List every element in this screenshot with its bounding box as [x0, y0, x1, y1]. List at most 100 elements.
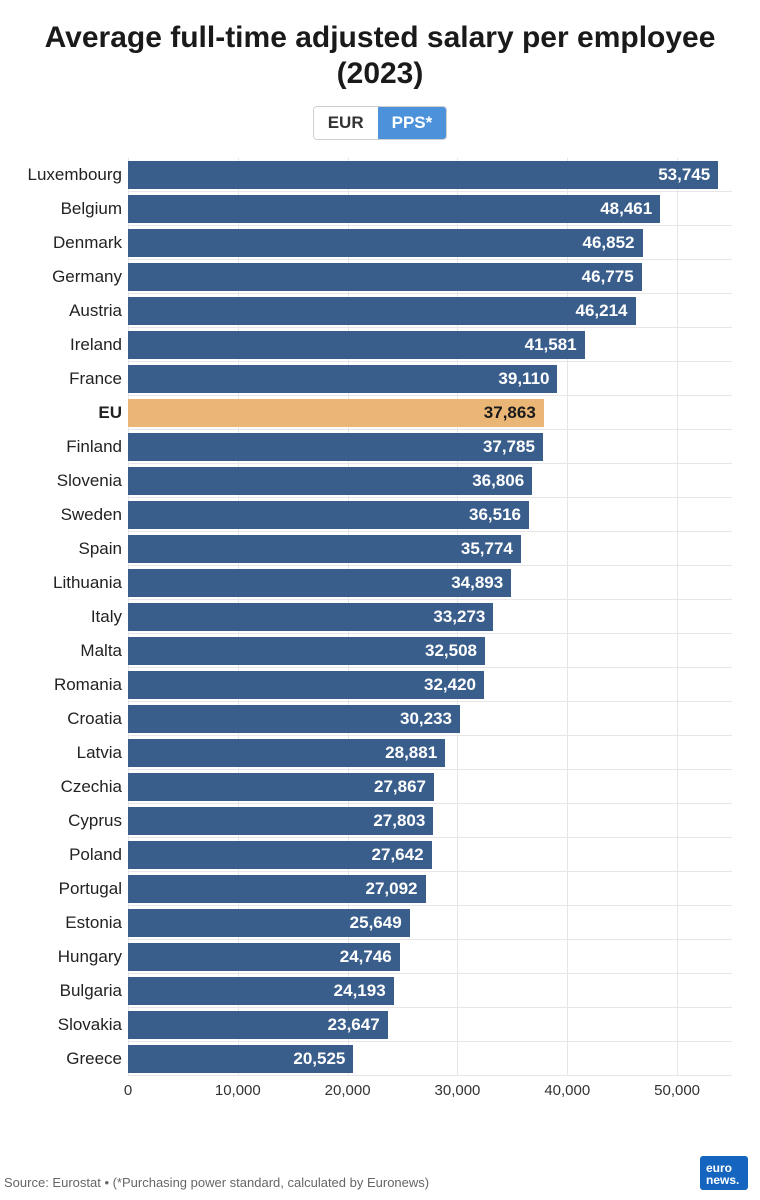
- x-tick: 30,000: [435, 1082, 481, 1099]
- bar: 39,110: [128, 365, 557, 393]
- bar: 36,516: [128, 501, 529, 529]
- bar-value: 37,863: [484, 403, 536, 423]
- bar-value: 30,233: [400, 709, 452, 729]
- bar-value: 27,642: [372, 845, 424, 865]
- country-label: Poland: [10, 838, 128, 872]
- bar-value: 27,092: [366, 879, 418, 899]
- bar-row: Denmark46,852: [10, 226, 732, 260]
- toggle-eur[interactable]: EUR: [314, 107, 378, 139]
- bar: 53,745: [128, 161, 718, 189]
- bar-value: 36,516: [469, 505, 521, 525]
- country-label: Portugal: [10, 872, 128, 906]
- bar-value: 20,525: [293, 1049, 345, 1069]
- bar-row: Slovenia36,806: [10, 464, 732, 498]
- country-label: Denmark: [10, 226, 128, 260]
- bar-row: Italy 33,273: [10, 600, 732, 634]
- bar: 46,852: [128, 229, 643, 257]
- country-label: Hungary: [10, 940, 128, 974]
- country-label: Slovakia: [10, 1008, 128, 1042]
- bar-row: Austria46,214: [10, 294, 732, 328]
- country-label: Croatia: [10, 702, 128, 736]
- bar: 33,273: [128, 603, 493, 631]
- bar-row: Spain 35,774: [10, 532, 732, 566]
- bar-value: 28,881: [385, 743, 437, 763]
- bar: 46,214: [128, 297, 636, 325]
- bar-row: Ireland41,581: [10, 328, 732, 362]
- bar-value: 39,110: [498, 369, 549, 389]
- bar: 48,461: [128, 195, 660, 223]
- bar: 23,647: [128, 1011, 388, 1039]
- bar-row: Slovakia 23,647: [10, 1008, 732, 1042]
- country-label: Lithuania: [10, 566, 128, 600]
- bar: 27,092: [128, 875, 426, 903]
- x-tick: 10,000: [215, 1082, 261, 1099]
- bar-row: Luxembourg 53,745: [10, 158, 732, 192]
- bar-value: 46,775: [582, 267, 634, 287]
- source-text: Source: Eurostat • (*Purchasing power st…: [4, 1175, 429, 1190]
- bar-value: 25,649: [350, 913, 402, 933]
- bar-value: 27,867: [374, 777, 426, 797]
- country-label: Germany: [10, 260, 128, 294]
- bar-row: Portugal 27,092: [10, 872, 732, 906]
- bar-row: Malta32,508: [10, 634, 732, 668]
- bar-row: Lithuania 34,893: [10, 566, 732, 600]
- bar-value: 32,508: [425, 641, 477, 661]
- bar-value: 33,273: [433, 607, 485, 627]
- bar-value: 48,461: [600, 199, 652, 219]
- bar: 27,642: [128, 841, 432, 869]
- bar-value: 24,193: [334, 981, 386, 1001]
- salary-bar-chart: Luxembourg 53,745 Belgium 48,461 Denmark46,8…: [10, 158, 750, 1104]
- bar-value: 53,745: [658, 165, 710, 185]
- country-label: Cyprus: [10, 804, 128, 838]
- toggle-pps[interactable]: PPS*: [378, 107, 447, 139]
- bar: 24,193: [128, 977, 394, 1005]
- country-label: Romania: [10, 668, 128, 702]
- x-tick: 20,000: [325, 1082, 371, 1099]
- bar-row: Poland 27,642: [10, 838, 732, 872]
- country-label: Spain: [10, 532, 128, 566]
- country-label: Ireland: [10, 328, 128, 362]
- unit-toggle: EUR PPS*: [10, 106, 750, 140]
- bar: 35,774: [128, 535, 521, 563]
- bar-row: Czechia 27,867: [10, 770, 732, 804]
- country-label: Italy: [10, 600, 128, 634]
- bar-value: 27,803: [373, 811, 425, 831]
- country-label: Belgium: [10, 192, 128, 226]
- bar-row: Sweden36,516: [10, 498, 732, 532]
- country-label: Austria: [10, 294, 128, 328]
- bar: 37,863: [128, 399, 544, 427]
- bar-row: Germany 46,775: [10, 260, 732, 294]
- bar-row: Bulgaria 24,193: [10, 974, 732, 1008]
- bar: 34,893: [128, 569, 511, 597]
- bar-row: France39,110: [10, 362, 732, 396]
- bar-value: 36,806: [472, 471, 524, 491]
- bar-row: Croatia 30,233: [10, 702, 732, 736]
- x-tick: 0: [124, 1082, 132, 1099]
- bar: 27,803: [128, 807, 433, 835]
- bar-row: Cyprus 27,803: [10, 804, 732, 838]
- x-tick: 50,000: [654, 1082, 700, 1099]
- x-tick: 40,000: [544, 1082, 590, 1099]
- bar-value: 32,420: [424, 675, 476, 695]
- bar-row: Romania 32,420: [10, 668, 732, 702]
- bar-row: Estonia25,649: [10, 906, 732, 940]
- bar-value: 35,774: [461, 539, 513, 559]
- country-label: Finland: [10, 430, 128, 464]
- country-label: Czechia: [10, 770, 128, 804]
- chart-title: Average full-time adjusted salary per em…: [10, 20, 750, 92]
- bar-value: 23,647: [328, 1015, 380, 1035]
- bar-row: Latvia28,881: [10, 736, 732, 770]
- bar: 36,806: [128, 467, 532, 495]
- bar: 24,746: [128, 943, 400, 971]
- bar-value: 37,785: [483, 437, 535, 457]
- euronews-logo: euro news: [700, 1156, 748, 1190]
- bar: 30,233: [128, 705, 460, 733]
- bar: 25,649: [128, 909, 410, 937]
- bar: 41,581: [128, 331, 585, 359]
- country-label: Luxembourg: [10, 158, 128, 192]
- bar-row: Hungary24,746: [10, 940, 732, 974]
- bar-value: 34,893: [451, 573, 503, 593]
- country-label: Bulgaria: [10, 974, 128, 1008]
- bar-row: Greece20,525: [10, 1042, 732, 1076]
- bar: 32,420: [128, 671, 484, 699]
